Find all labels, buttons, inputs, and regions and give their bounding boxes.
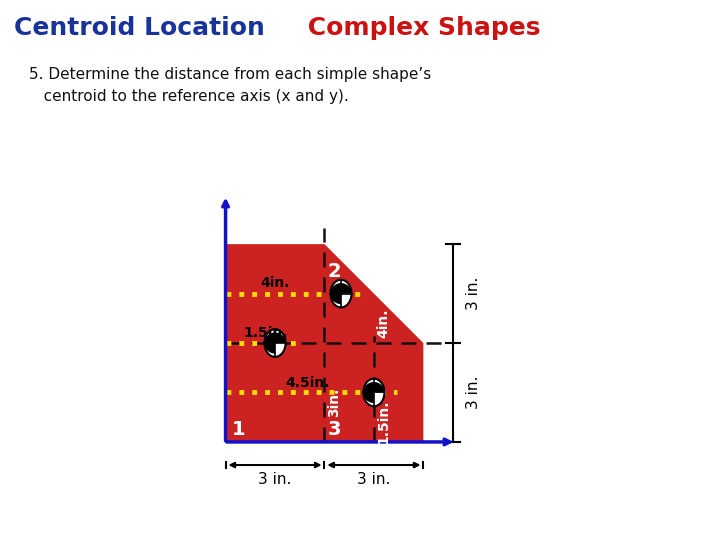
Text: 1.5in.: 1.5in. xyxy=(377,400,390,444)
Text: 3 in.: 3 in. xyxy=(357,471,391,487)
Text: 3 in.: 3 in. xyxy=(467,277,481,310)
Text: Centroid Location: Centroid Location xyxy=(14,16,265,40)
Wedge shape xyxy=(364,382,374,403)
Text: 5. Determine the distance from each simple shape’s: 5. Determine the distance from each simp… xyxy=(29,68,431,83)
Text: 3in.: 3in. xyxy=(327,388,341,417)
Wedge shape xyxy=(341,283,351,294)
Text: 4.5in.: 4.5in. xyxy=(285,376,330,390)
Text: Complex Shapes: Complex Shapes xyxy=(299,16,540,40)
Ellipse shape xyxy=(330,280,351,307)
Wedge shape xyxy=(275,333,286,343)
Text: 2: 2 xyxy=(328,262,341,281)
Text: 1: 1 xyxy=(232,420,246,440)
Text: 3 in.: 3 in. xyxy=(467,376,481,409)
Text: centroid to the reference axis (x and y).: centroid to the reference axis (x and y)… xyxy=(29,89,348,104)
Wedge shape xyxy=(264,333,275,354)
Text: 1.5in.: 1.5in. xyxy=(243,326,288,340)
Text: 3 in.: 3 in. xyxy=(258,471,292,487)
Ellipse shape xyxy=(364,379,384,406)
Wedge shape xyxy=(374,382,384,393)
Text: 4in.: 4in. xyxy=(377,308,390,338)
Text: 4in.: 4in. xyxy=(260,276,289,291)
Text: 3: 3 xyxy=(328,420,341,440)
Wedge shape xyxy=(330,283,341,304)
Polygon shape xyxy=(225,244,423,442)
Ellipse shape xyxy=(264,329,286,357)
